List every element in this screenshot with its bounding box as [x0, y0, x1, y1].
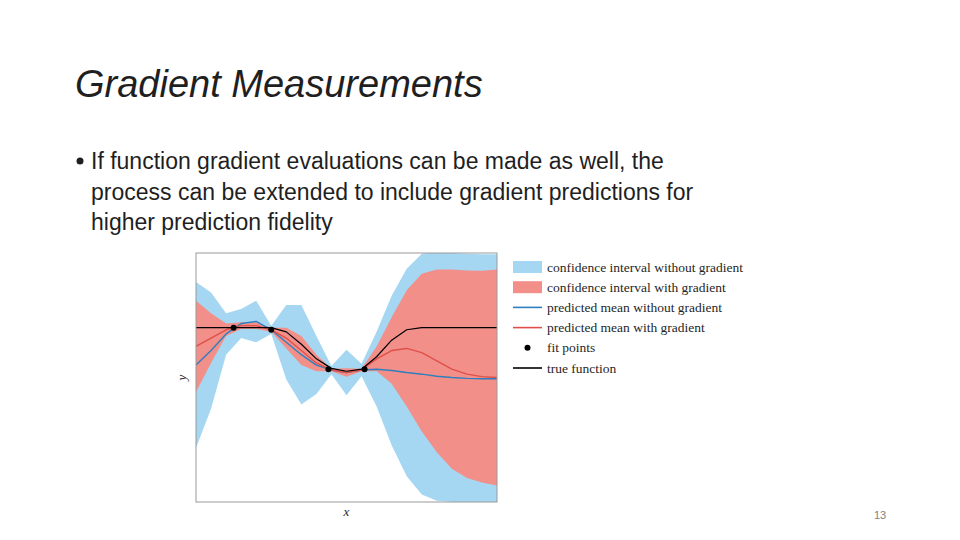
- plot-area: [196, 253, 497, 502]
- legend: confidence interval without gradient conf…: [513, 260, 743, 376]
- fit-point: [268, 327, 274, 333]
- series-line: [196, 321, 497, 378]
- legend-swatch: [513, 281, 542, 293]
- legend-swatch: [513, 307, 542, 309]
- bullet-dot: [77, 158, 84, 165]
- fit-point: [325, 366, 331, 372]
- series-line: [196, 328, 497, 372]
- confidence-band: [196, 270, 497, 486]
- confidence-band: [196, 253, 497, 502]
- bullet-text: process can be extended to include gradi…: [91, 179, 694, 205]
- legend-label: predicted mean with gradient: [547, 320, 705, 335]
- fit-point: [231, 325, 237, 331]
- bullet-text: If function gradient evaluations can be …: [91, 148, 664, 174]
- legend-swatch: [513, 367, 542, 369]
- bullet-text: higher prediction fidelity: [91, 209, 333, 235]
- plot-frame: [196, 253, 497, 502]
- legend-swatch: [513, 327, 542, 329]
- legend-label: confidence interval without gradient: [547, 260, 743, 275]
- slide: Gradient Measurements If function gradien…: [0, 0, 960, 540]
- series-line: [196, 326, 497, 378]
- legend-swatch: [513, 261, 542, 273]
- y-axis-label: y: [174, 374, 189, 382]
- legend-label: fit points: [547, 340, 595, 355]
- legend-label: predicted mean without gradient: [547, 300, 722, 315]
- x-axis-label: x: [343, 504, 350, 519]
- slide-background: [0, 0, 960, 540]
- legend-label: true function: [547, 361, 617, 376]
- fit-point: [362, 366, 368, 372]
- legend-label: confidence interval with gradient: [547, 280, 726, 295]
- slide-title: Gradient Measurements: [75, 63, 483, 105]
- page-number: 13: [874, 509, 886, 521]
- legend-swatch: [525, 345, 531, 351]
